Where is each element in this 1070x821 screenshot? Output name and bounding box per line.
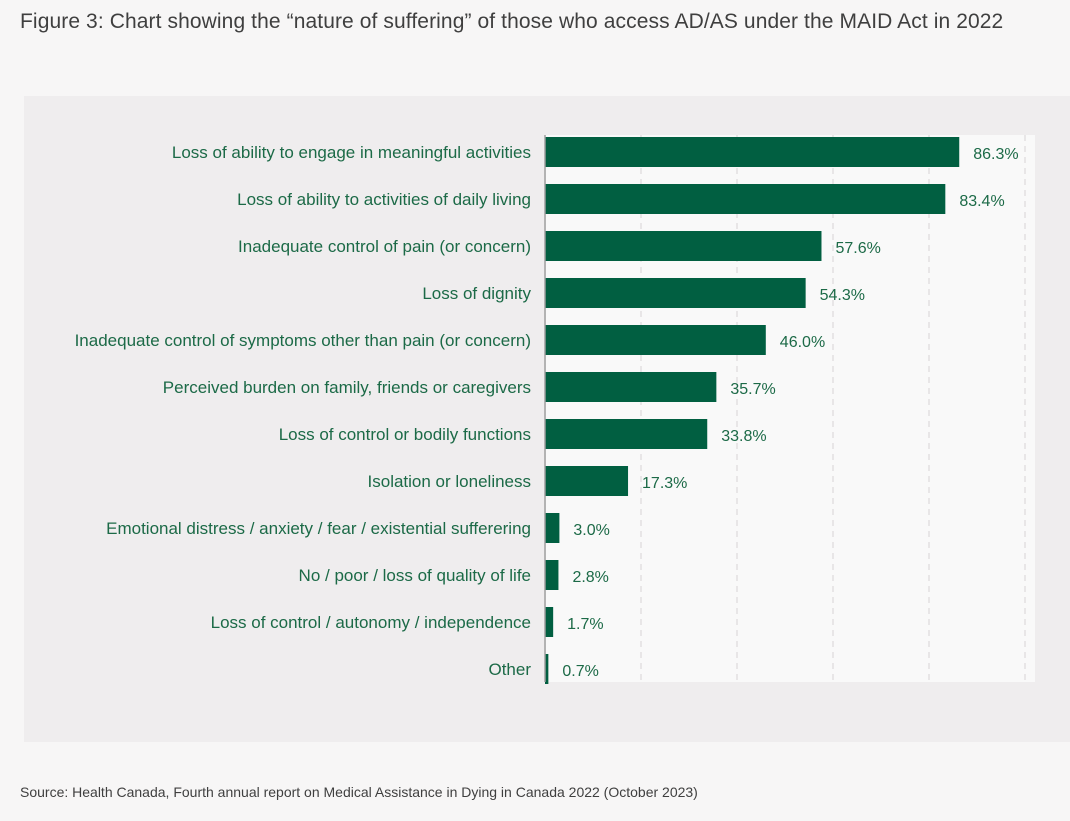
- value-label: 57.6%: [835, 240, 880, 257]
- figure-title: Figure 3: Chart showing the “nature of s…: [20, 10, 1004, 33]
- value-label: 1.7%: [567, 616, 603, 633]
- category-label: Loss of control or bodily functions: [279, 425, 531, 444]
- value-label: 83.4%: [959, 193, 1004, 210]
- value-label: 2.8%: [572, 569, 608, 586]
- bar: [545, 607, 554, 637]
- category-label: Perceived burden on family, friends or c…: [163, 378, 531, 397]
- bar: [545, 231, 822, 261]
- bar: [545, 466, 629, 496]
- category-label: Loss of control / autonomy / independenc…: [211, 613, 531, 632]
- value-label: 35.7%: [730, 381, 775, 398]
- category-label: Emotional distress / anxiety / fear / ex…: [106, 519, 531, 538]
- category-label: No / poor / loss of quality of life: [299, 566, 531, 585]
- bar: [545, 184, 946, 214]
- value-label: 0.7%: [562, 663, 598, 680]
- bar: [545, 137, 960, 167]
- category-label: Other: [488, 660, 531, 679]
- value-label: 54.3%: [820, 287, 865, 304]
- bar: [545, 560, 559, 590]
- category-label: Inadequate control of symptoms other tha…: [75, 331, 531, 350]
- category-label: Inadequate control of pain (or concern): [238, 237, 531, 256]
- category-label: Loss of ability to engage in meaningful …: [172, 143, 531, 162]
- value-label: 3.0%: [573, 522, 609, 539]
- source-note: Source: Health Canada, Fourth annual rep…: [20, 784, 698, 800]
- category-label: Isolation or loneliness: [368, 472, 531, 491]
- bar: [545, 325, 766, 355]
- value-label: 46.0%: [780, 334, 825, 351]
- bar: [545, 278, 806, 308]
- value-label: 17.3%: [642, 475, 687, 492]
- bar: [545, 513, 560, 543]
- bar: [545, 372, 717, 402]
- value-label: 33.8%: [721, 428, 766, 445]
- category-label: Loss of ability to activities of daily l…: [237, 190, 531, 209]
- bar: [545, 419, 708, 449]
- category-label: Loss of dignity: [422, 284, 531, 303]
- plot-area: [544, 135, 1035, 682]
- value-label: 86.3%: [973, 146, 1018, 163]
- bar: [545, 654, 549, 684]
